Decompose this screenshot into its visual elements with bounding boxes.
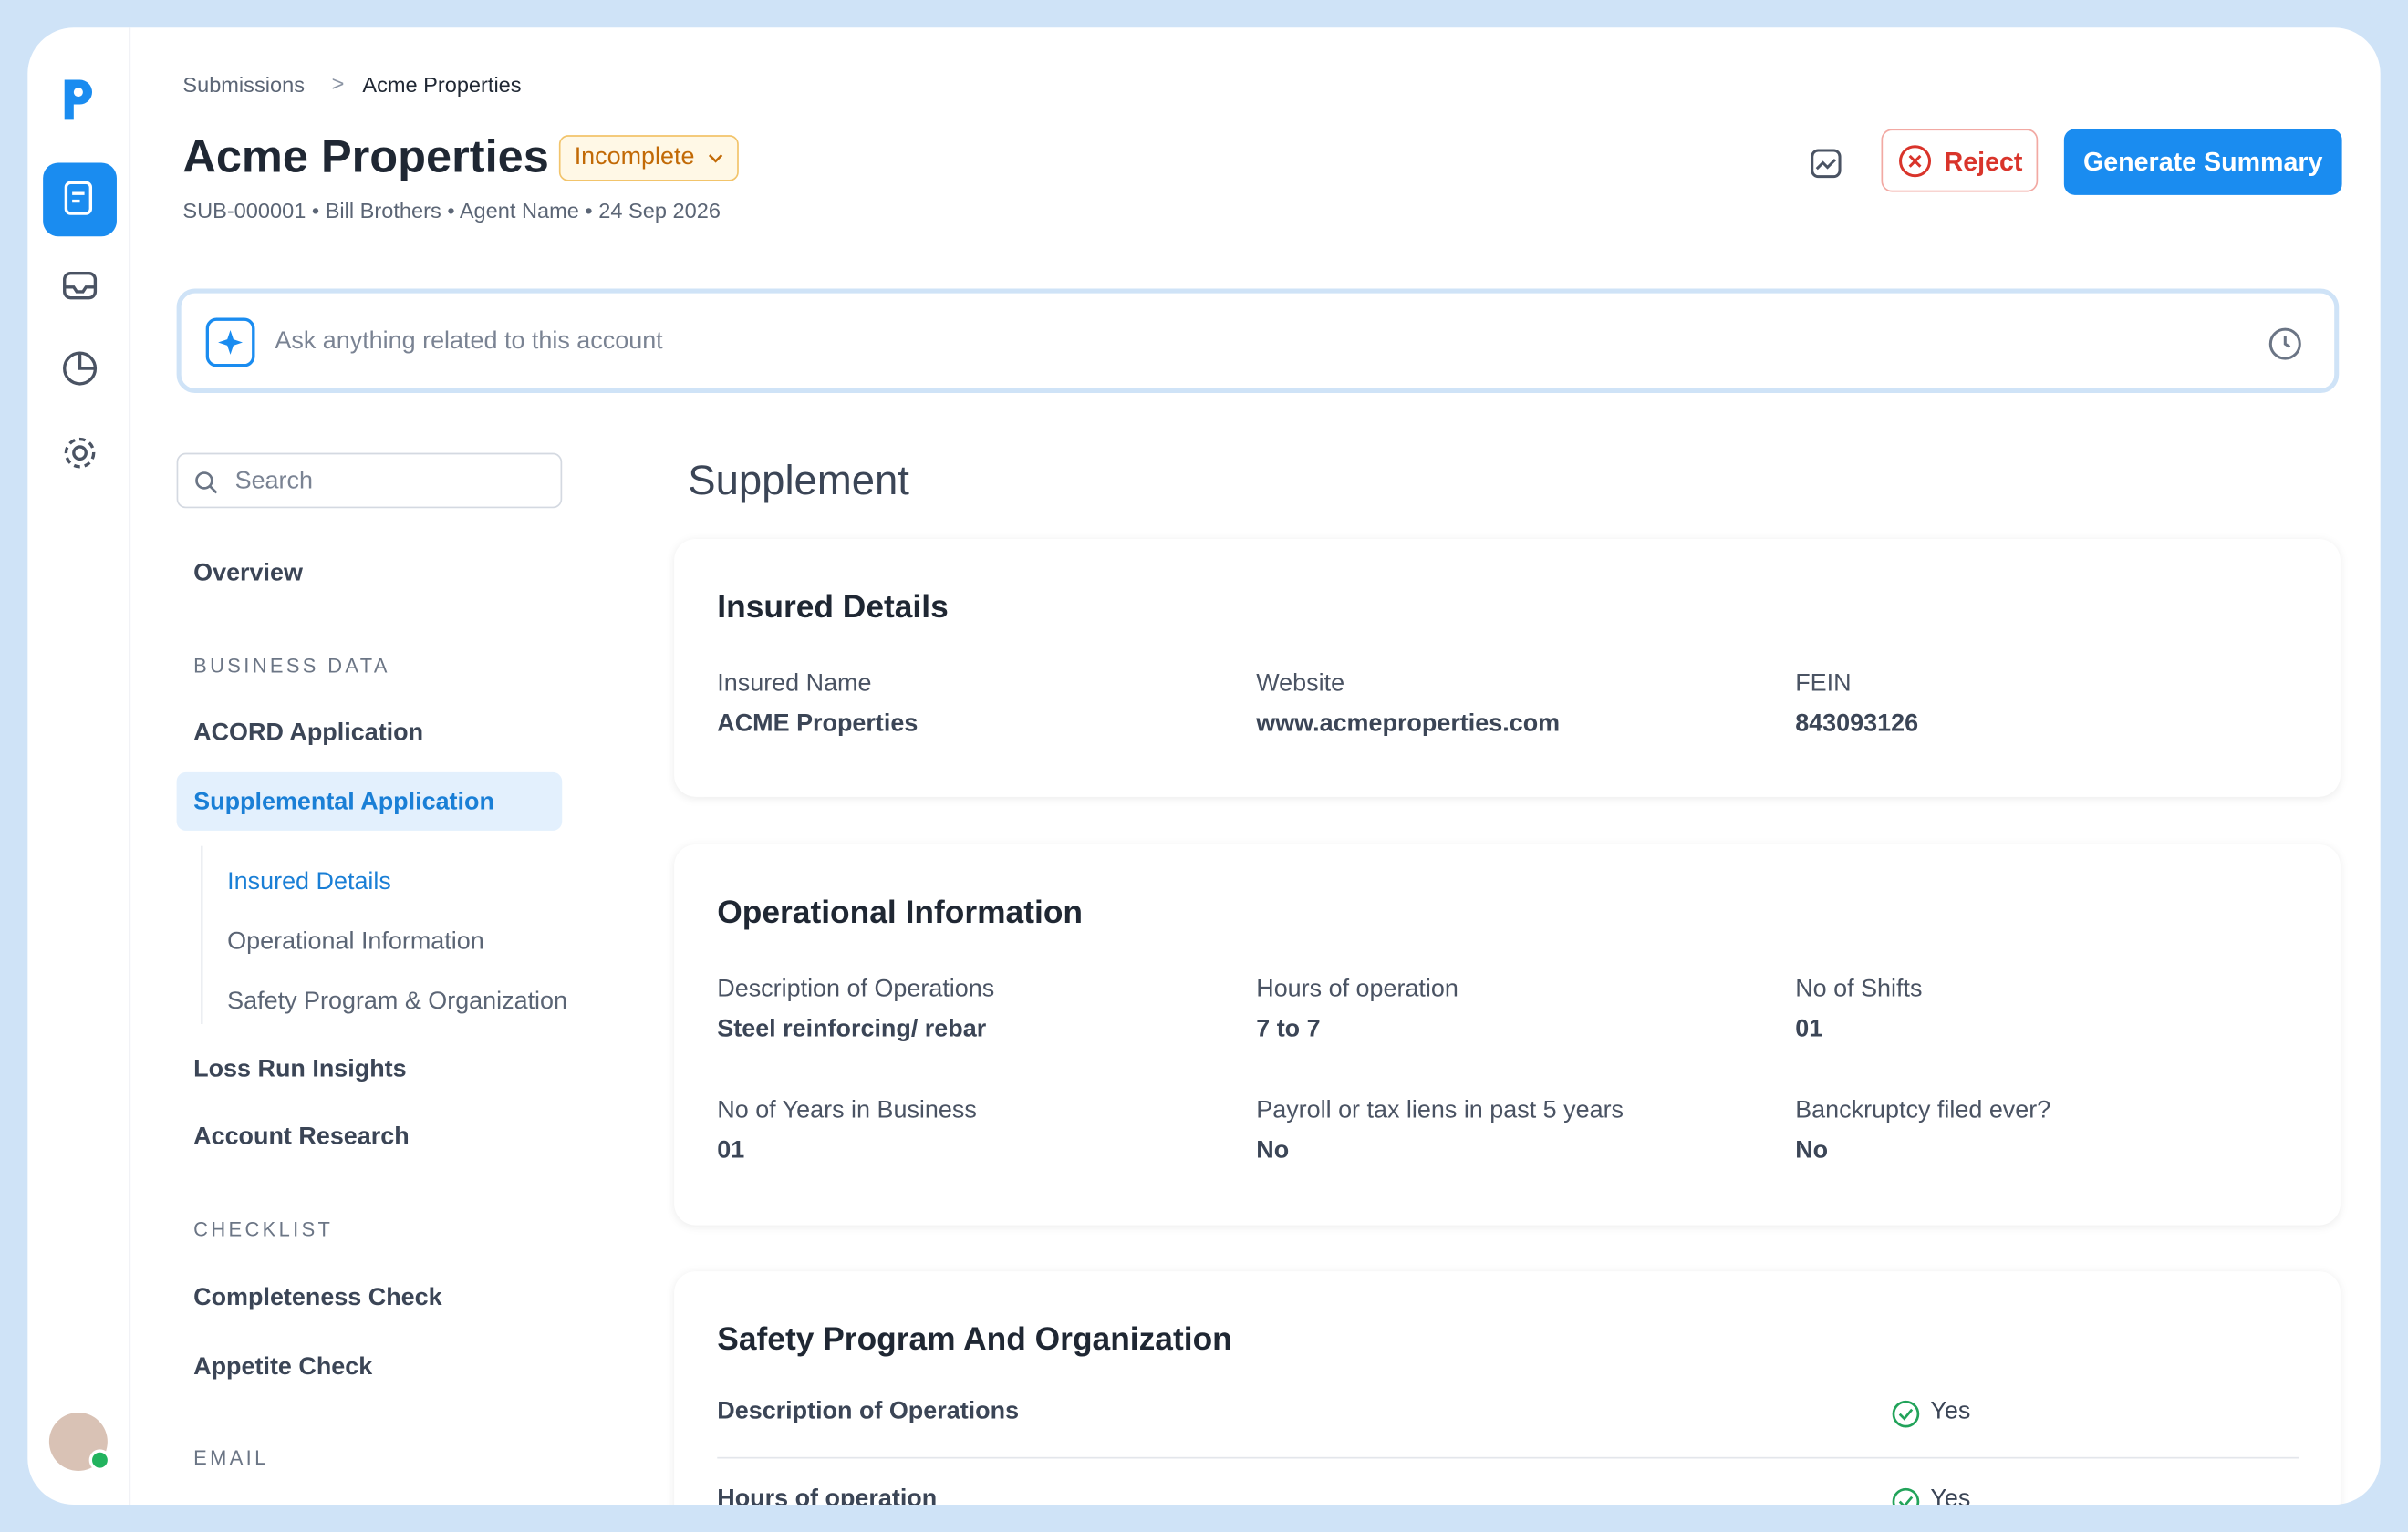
field-label: No of Years in Business: [717, 1097, 977, 1124]
row-value: Yes: [1930, 1485, 1971, 1505]
logo: [64, 79, 93, 120]
field-label: Insured Name: [717, 670, 872, 698]
row-label: Hours of operation: [717, 1485, 938, 1505]
sub-nav-link[interactable]: Operational Information: [227, 928, 484, 956]
nav-active-bg: [176, 771, 563, 831]
field-value: 843093126: [1795, 710, 1919, 738]
row-value: Yes: [1930, 1398, 1971, 1425]
meta: SUB-000001: [182, 198, 306, 223]
field-label: Description of Operations: [717, 976, 995, 1003]
nav-link[interactable]: Account Research: [193, 1123, 410, 1151]
nav-group-label: BUSINESS DATA: [193, 654, 390, 678]
nav-settings[interactable]: [61, 434, 98, 471]
page-title: Acme Properties: [182, 131, 549, 183]
analytics-button[interactable]: [1809, 146, 1842, 180]
nav-link[interactable]: Overview: [193, 560, 303, 587]
nav-link[interactable]: Loss Run Insights: [193, 1056, 407, 1082]
field-value: No: [1256, 1137, 1290, 1165]
nav-reports[interactable]: [61, 350, 98, 387]
search-placeholder: Search: [234, 468, 313, 495]
check-icon: [1892, 1487, 1920, 1505]
card-title: Insured Details: [717, 589, 949, 626]
nav-submissions[interactable]: [43, 162, 117, 237]
nav-inbox[interactable]: [61, 267, 98, 304]
field-label: Payroll or tax liens in past 5 years: [1256, 1097, 1624, 1124]
meta: 24 Sep 2026: [598, 198, 721, 223]
sub-nav-link[interactable]: Insured Details: [227, 868, 391, 895]
ask-placeholder: Ask anything related to this account: [275, 328, 663, 355]
search-box[interactable]: Search: [176, 452, 563, 509]
row-divider: [717, 1456, 2299, 1459]
card-title: Operational Information: [717, 895, 1084, 931]
nav-link-active[interactable]: Supplemental Application: [193, 789, 494, 816]
field-value: 01: [717, 1137, 745, 1165]
field-value: No: [1795, 1137, 1829, 1165]
icon-rail: [27, 27, 131, 1505]
avatar[interactable]: [48, 1412, 111, 1471]
meta: Agent Name: [459, 198, 579, 223]
field-label: Banckruptcy filed ever?: [1795, 1097, 2051, 1124]
field-value: 7 to 7: [1256, 1016, 1321, 1043]
sub-nav-link[interactable]: Safety Program & Organization: [227, 989, 568, 1015]
meta: Bill Brothers: [325, 198, 441, 223]
nav-group-label: EMAIL: [193, 1446, 269, 1470]
generate-label: Generate Summary: [2082, 147, 2323, 177]
reject-label: Reject: [1944, 147, 2023, 177]
row-label: Description of Operations: [717, 1398, 1020, 1425]
card: Safety Program And Organization Descript…: [674, 1271, 2341, 1505]
card: Insured Details Insured Name ACME Proper…: [674, 538, 2341, 797]
breadcrumb-sep: >: [331, 70, 345, 96]
reject-button[interactable]: Reject: [1881, 129, 2039, 192]
breadcrumb-current: Acme Properties: [362, 72, 522, 98]
section-heading: Supplement: [688, 457, 909, 504]
field-value: 01: [1795, 1016, 1823, 1043]
field-value: www.acmeproperties.com: [1256, 710, 1561, 738]
check-icon: [1892, 1400, 1920, 1428]
sub-nav-line: [201, 845, 203, 1025]
status-badge[interactable]: Incomplete: [558, 135, 740, 181]
app-window: Submissions > Acme Properties Acme Prope…: [27, 27, 2381, 1505]
nav-link[interactable]: ACORD Application: [193, 719, 424, 747]
field-value: ACME Properties: [717, 710, 919, 738]
card-title: Safety Program And Organization: [717, 1321, 1232, 1358]
nav-link[interactable]: Appetite Check: [193, 1353, 373, 1381]
nav-group-label: CHECKLIST: [193, 1217, 334, 1241]
field-label: Website: [1256, 670, 1345, 698]
nav-link[interactable]: Completeness Check: [193, 1285, 442, 1311]
field-value: Steel reinforcing/ rebar: [717, 1016, 987, 1043]
field-label: Hours of operation: [1256, 976, 1458, 1003]
field-label: No of Shifts: [1795, 976, 1923, 1003]
breadcrumb-link[interactable]: Submissions: [182, 72, 305, 98]
ask-bar[interactable]: Ask anything related to this account: [176, 288, 2340, 394]
card: Operational Information Description of O…: [674, 844, 2341, 1226]
meta-line: SUB-000001 • Bill Brothers • Agent Name …: [182, 198, 721, 223]
status-text: Incomplete: [574, 144, 695, 171]
generate-summary-button[interactable]: Generate Summary: [2063, 129, 2342, 195]
field-label: FEIN: [1795, 670, 1852, 698]
